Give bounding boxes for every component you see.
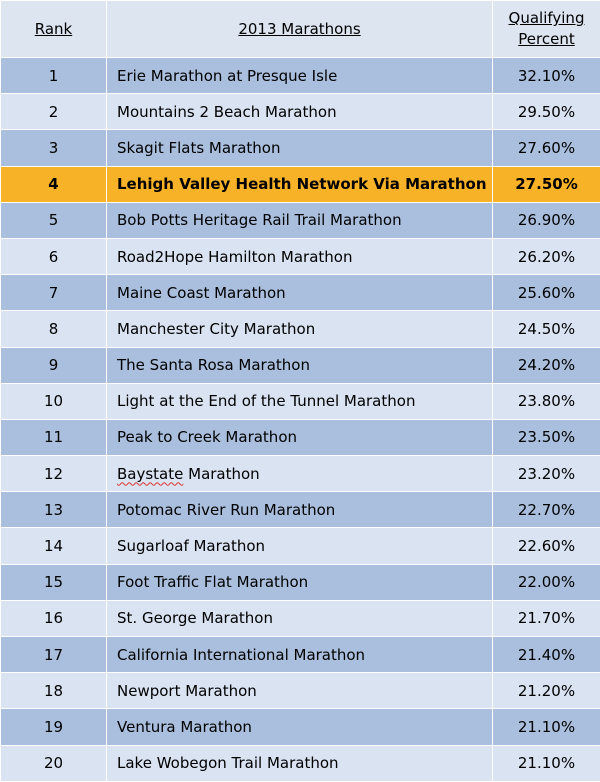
rank-cell: 3 [1,130,107,166]
rank-cell: 16 [1,600,107,636]
qualifying-percent-cell: 23.20% [493,456,600,492]
rank-cell: 18 [1,673,107,709]
spellcheck-underline: Baystate [117,465,183,483]
rank-cell: 11 [1,419,107,455]
qualifying-percent-cell: 26.90% [493,202,600,238]
column-header-qualifying-percent: Qualifying Percent [493,1,600,58]
rank-cell: 12 [1,456,107,492]
qualifying-percent-cell: 21.40% [493,637,600,673]
qualifying-percent-cell: 26.20% [493,238,600,274]
rank-cell: 5 [1,202,107,238]
marathon-name-cell: Peak to Creek Marathon [107,419,493,455]
rank-cell: 19 [1,709,107,745]
marathon-name-cell: Road2Hope Hamilton Marathon [107,238,493,274]
marathon-name-cell: St. George Marathon [107,600,493,636]
column-header-percent-line: Percent [518,30,574,48]
qualifying-percent-cell: 21.10% [493,745,600,781]
marathon-name-cell: California International Marathon [107,637,493,673]
qualifying-percent-cell: 22.00% [493,564,600,600]
qualifying-percent-cell: 27.50% [493,166,600,202]
rank-cell: 17 [1,637,107,673]
marathon-name-cell: Light at the End of the Tunnel Marathon [107,383,493,419]
marathon-name-cell: Maine Coast Marathon [107,275,493,311]
rank-cell: 6 [1,238,107,274]
rank-cell: 2 [1,94,107,130]
qualifying-percent-cell: 22.60% [493,528,600,564]
marathon-name-cell: The Santa Rosa Marathon [107,347,493,383]
marathon-name-cell: Lake Wobegon Trail Marathon [107,745,493,781]
rank-cell: 7 [1,275,107,311]
rank-cell: 8 [1,311,107,347]
marathon-name-cell: Baystate Marathon [107,456,493,492]
rank-cell: 20 [1,745,107,781]
marathon-name-cell: Bob Potts Heritage Rail Trail Marathon [107,202,493,238]
qualifying-percent-cell: 21.20% [493,673,600,709]
column-header-rank: Rank [1,1,107,58]
qualifying-percent-cell: 27.60% [493,130,600,166]
column-header-marathons: 2013 Marathons [107,1,493,58]
marathon-name-cell: Manchester City Marathon [107,311,493,347]
marathon-name-cell: Lehigh Valley Health Network Via Maratho… [107,166,493,202]
qualifying-percent-cell: 21.10% [493,709,600,745]
rank-cell: 13 [1,492,107,528]
qualifying-percent-cell: 23.80% [493,383,600,419]
rank-cell: 14 [1,528,107,564]
qualifying-percent-cell: 25.60% [493,275,600,311]
qualifying-percent-cell: 21.70% [493,600,600,636]
marathon-name-cell: Sugarloaf Marathon [107,528,493,564]
qualifying-percent-cell: 23.50% [493,419,600,455]
marathon-name-cell: Erie Marathon at Presque Isle [107,58,493,94]
rank-cell: 15 [1,564,107,600]
marathon-name-cell: Potomac River Run Marathon [107,492,493,528]
marathon-name-cell: Newport Marathon [107,673,493,709]
qualifying-percent-cell: 32.10% [493,58,600,94]
marathon-name-cell: Ventura Marathon [107,709,493,745]
header-row: Rank 2013 Marathons Qualifying Percent [1,1,600,58]
column-header-qualifying-line: Qualifying [509,9,585,27]
marathon-name-cell: Mountains 2 Beach Marathon [107,94,493,130]
rank-cell: 9 [1,347,107,383]
rank-cell: 10 [1,383,107,419]
rank-cell: 4 [1,166,107,202]
rank-cell: 1 [1,58,107,94]
marathon-name-cell: Foot Traffic Flat Marathon [107,564,493,600]
qualifying-percent-cell: 22.70% [493,492,600,528]
qualifying-percent-cell: 24.50% [493,311,600,347]
qualifying-percent-cell: 24.20% [493,347,600,383]
qualifying-percent-cell: 29.50% [493,94,600,130]
marathon-name-cell: Skagit Flats Marathon [107,130,493,166]
